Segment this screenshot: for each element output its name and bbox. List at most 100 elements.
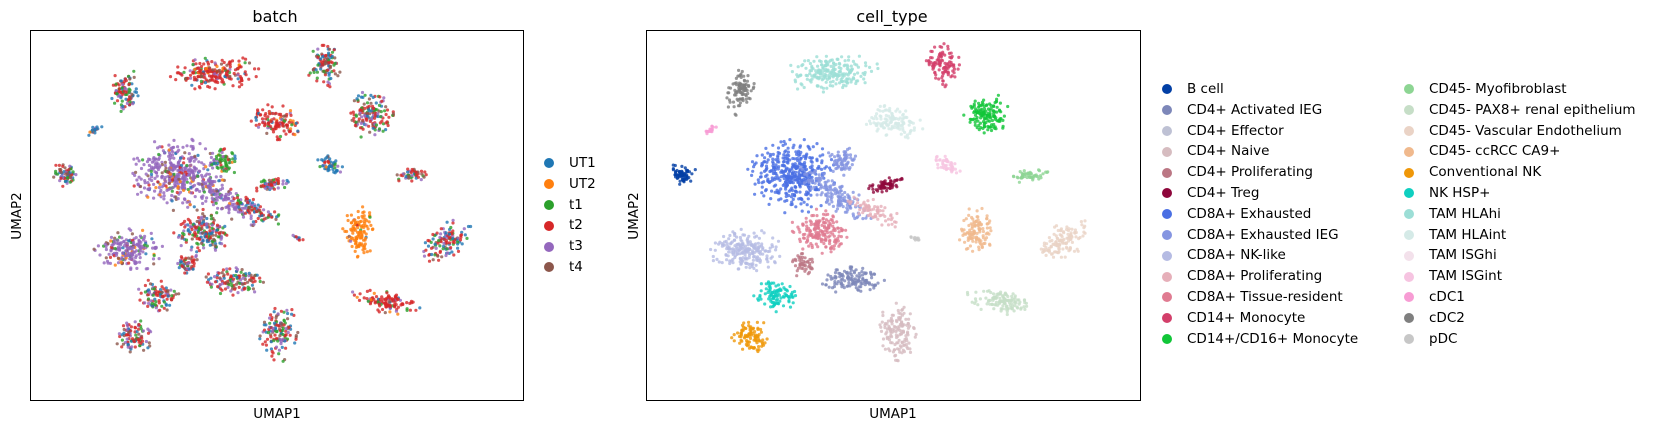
scatter-point xyxy=(973,120,977,124)
scatter-point xyxy=(683,172,687,176)
scatter-point xyxy=(987,119,992,123)
scatter-point xyxy=(319,67,323,71)
scatter-point xyxy=(843,210,848,214)
scatter-point xyxy=(327,164,331,169)
scatter-point xyxy=(752,231,756,235)
scatter-point xyxy=(132,69,136,73)
scatter-point xyxy=(176,197,180,201)
scatter-point xyxy=(184,238,189,242)
scatter-point xyxy=(146,327,150,331)
scatter-point xyxy=(872,121,876,125)
scatter-point xyxy=(169,288,173,292)
scatter-point xyxy=(256,203,260,207)
scatter-point xyxy=(372,291,376,295)
scatter-point xyxy=(984,232,988,236)
scatter-point xyxy=(274,111,278,115)
scatter-point xyxy=(128,350,132,354)
scatter-point xyxy=(832,61,836,66)
scatter-point xyxy=(238,80,242,84)
scatter-point xyxy=(901,121,905,125)
scatter-point xyxy=(257,67,261,71)
scatter-point xyxy=(380,299,384,303)
scatter-point xyxy=(678,179,682,183)
scatter-point xyxy=(177,266,181,270)
scatter-point xyxy=(437,238,441,243)
scatter-point xyxy=(934,158,938,162)
scatter-point xyxy=(445,220,449,224)
scatter-point xyxy=(136,192,140,196)
scatter-point xyxy=(338,70,342,74)
scatter-point xyxy=(368,130,372,134)
scatter-point xyxy=(827,202,831,206)
scatter-point xyxy=(825,231,830,235)
scatter-point xyxy=(982,123,986,127)
scatter-point xyxy=(857,54,862,58)
scatter-point xyxy=(253,279,257,283)
scatter-point xyxy=(748,97,752,101)
scatter-point xyxy=(198,142,202,146)
scatter-point xyxy=(797,74,801,78)
scatter-point xyxy=(171,146,175,150)
scatter-point xyxy=(680,164,684,168)
scatter-point xyxy=(867,208,872,212)
scatter-point xyxy=(150,178,154,183)
scatter-point xyxy=(333,61,337,65)
scatter-point xyxy=(792,230,796,234)
scatter-point xyxy=(850,158,854,162)
scatter-point xyxy=(843,167,847,171)
scatter-point xyxy=(150,175,154,179)
scatter-point xyxy=(766,151,770,155)
scatter-point xyxy=(222,169,226,173)
scatter-point xyxy=(813,73,817,78)
scatter-point xyxy=(216,235,220,239)
scatter-point xyxy=(199,217,203,221)
scatter-point xyxy=(845,206,849,210)
scatter-point xyxy=(288,109,293,113)
scatter-point xyxy=(316,63,320,67)
scatter-point xyxy=(770,255,774,259)
scatter-point xyxy=(998,119,1002,123)
scatter-point xyxy=(365,250,369,254)
scatter-point xyxy=(157,301,161,305)
scatter-point xyxy=(838,73,842,77)
scatter-point xyxy=(246,201,250,205)
scatter-point xyxy=(198,182,202,186)
scatter-point xyxy=(371,106,375,110)
scatter-point xyxy=(116,231,120,235)
scatter-point xyxy=(367,124,371,128)
scatter-point xyxy=(226,272,230,276)
scatter-point xyxy=(155,290,159,294)
scatter-point xyxy=(410,174,414,178)
scatter-point xyxy=(276,186,280,190)
scatter-point xyxy=(232,277,236,281)
scatter-point xyxy=(211,198,215,202)
scatter-point xyxy=(321,55,325,59)
scatter-point xyxy=(215,276,219,280)
scatter-point xyxy=(388,305,392,309)
scatter-point xyxy=(837,234,841,238)
scatter-point xyxy=(211,190,215,194)
scatter-point xyxy=(268,321,272,325)
scatter-point xyxy=(69,167,73,171)
scatter-point xyxy=(316,47,320,51)
scatter-point xyxy=(357,298,362,302)
scatter-point xyxy=(884,108,889,112)
scatter-point xyxy=(189,144,193,148)
scatter-point xyxy=(818,75,822,80)
scatter-point xyxy=(259,184,263,188)
scatter-point xyxy=(206,168,210,172)
scatter-point xyxy=(271,326,275,331)
scatter-point xyxy=(232,197,236,201)
scatter-point xyxy=(950,164,954,168)
scatter-point xyxy=(384,300,388,304)
scatter-point xyxy=(882,126,887,130)
batch-ylabel: UMAP2 xyxy=(9,192,25,240)
scatter-point xyxy=(329,164,334,168)
scatter-point xyxy=(323,54,328,58)
scatter-point xyxy=(68,164,72,168)
scatter-point xyxy=(327,47,332,51)
scatter-point xyxy=(843,190,847,195)
scatter-point xyxy=(355,97,359,101)
scatter-point xyxy=(119,260,123,264)
scatter-point xyxy=(864,122,869,126)
